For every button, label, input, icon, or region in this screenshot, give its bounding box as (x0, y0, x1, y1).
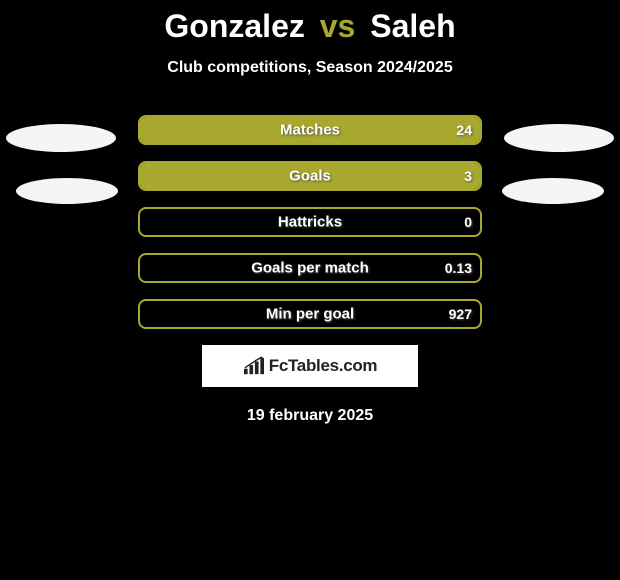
player2-headshot-placeholder (504, 124, 614, 152)
page-title: Gonzalez vs Saleh (0, 8, 620, 45)
player1-headshot-placeholder (6, 124, 116, 152)
stat-value-right: 3 (464, 168, 472, 184)
stat-row: Matches24 (138, 115, 482, 145)
date-label: 19 february 2025 (0, 407, 620, 425)
stat-row: Goals3 (138, 161, 482, 191)
stat-value-right: 0 (464, 214, 472, 230)
stat-label: Goals (140, 168, 480, 185)
stat-value-right: 927 (449, 306, 472, 322)
bars-icon (243, 356, 265, 376)
stat-row: Min per goal927 (138, 299, 482, 329)
logo-box: FcTables.com (202, 345, 418, 387)
stat-label: Matches (140, 122, 480, 139)
comparison-infographic: Gonzalez vs Saleh Club competitions, Sea… (0, 0, 620, 580)
stat-value-right: 0.13 (445, 260, 472, 276)
stat-label: Hattricks (140, 214, 480, 231)
vs-separator: vs (320, 8, 356, 44)
player2-headshot-placeholder-shadow (502, 178, 604, 204)
stat-bars: Matches24 Goals3 Hattricks0 Goals per match… (138, 115, 482, 329)
player2-name: Saleh (370, 8, 455, 44)
stat-row: Goals per match0.13 (138, 253, 482, 283)
stat-label: Goals per match (140, 260, 480, 277)
stat-value-right: 24 (456, 122, 472, 138)
stat-label: Min per goal (140, 306, 480, 323)
subtitle: Club competitions, Season 2024/2025 (0, 59, 620, 77)
player1-name: Gonzalez (164, 8, 304, 44)
stat-row: Hattricks0 (138, 207, 482, 237)
logo-text: FcTables.com (269, 356, 378, 376)
player1-headshot-placeholder-shadow (16, 178, 118, 204)
